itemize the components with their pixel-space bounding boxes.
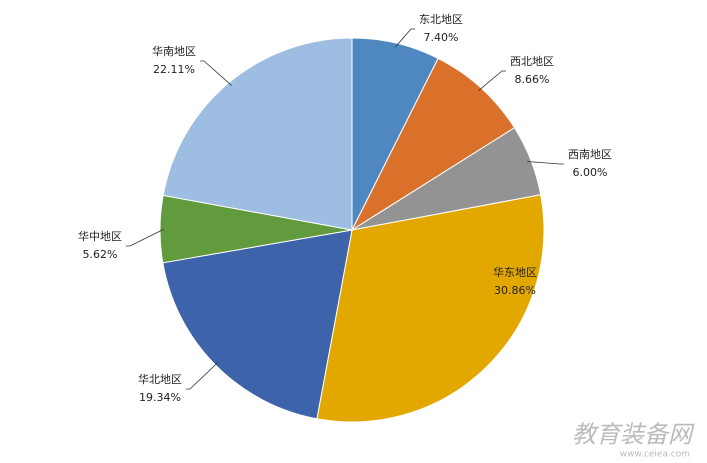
value-label: 19.34% xyxy=(139,391,181,404)
value-label: 6.00% xyxy=(573,166,608,179)
leader-line xyxy=(186,361,219,390)
slice-label: 西南地区 xyxy=(568,148,612,161)
pie-slice xyxy=(350,57,516,232)
slice-label: 华中地区 xyxy=(78,229,122,243)
value-label: 30.86% xyxy=(494,284,536,297)
slice-label: 华北地区 xyxy=(138,372,182,386)
leader-line xyxy=(395,28,415,48)
slice-label: 东北地区 xyxy=(419,13,463,26)
leader-line xyxy=(200,60,232,86)
slice-label: 西北地区 xyxy=(510,55,554,68)
value-label: 8.66% xyxy=(515,73,550,86)
watermark-url: www.ceiea.com xyxy=(620,450,690,460)
leader-line xyxy=(527,161,564,165)
leader-line xyxy=(126,228,165,247)
value-label: 5.62% xyxy=(83,248,118,261)
watermark-name: 教育装备网 xyxy=(572,421,695,449)
value-label: 22.11% xyxy=(153,63,195,76)
slice-label: 华东地区 xyxy=(493,265,537,279)
slice-label: 华南地区 xyxy=(152,44,196,58)
pie-slice xyxy=(316,194,545,423)
value-label: 7.40% xyxy=(424,31,459,44)
pie-slice xyxy=(162,37,353,231)
leader-line xyxy=(478,70,506,92)
